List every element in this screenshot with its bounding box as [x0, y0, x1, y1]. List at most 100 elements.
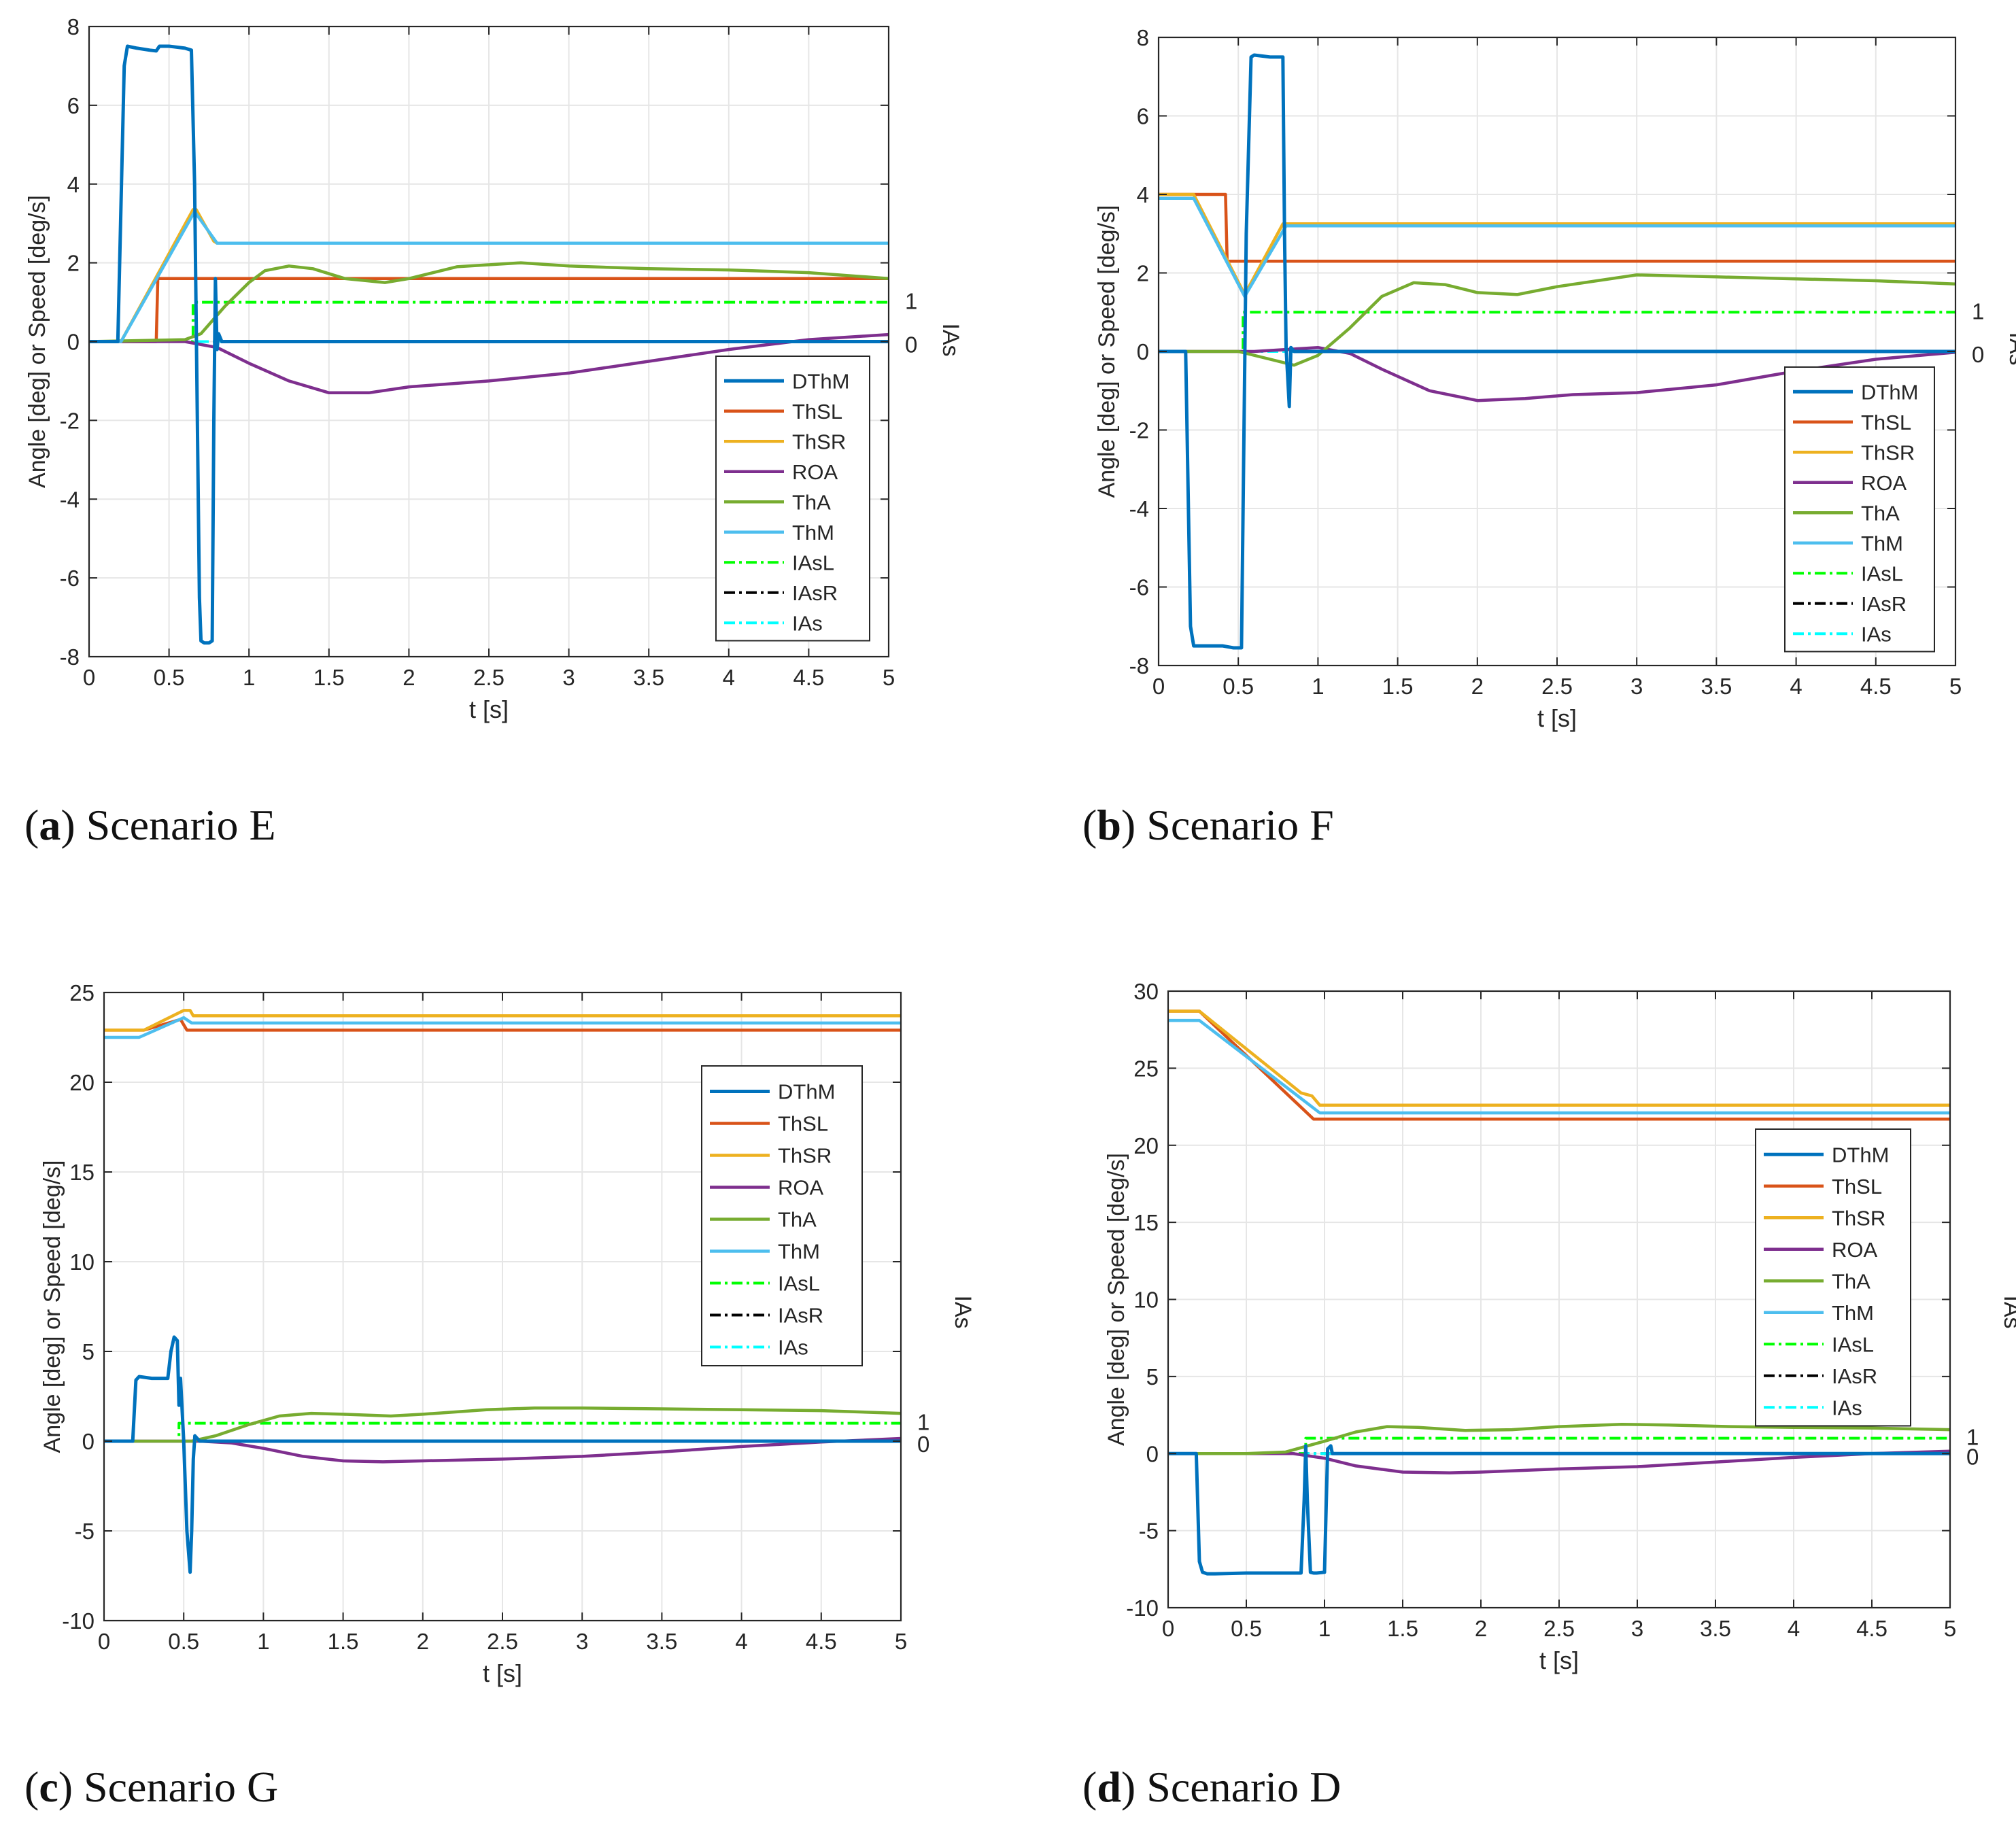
caption-paren-close: ) [61, 801, 86, 849]
y-tick-label: -4 [1129, 496, 1149, 521]
caption-letter: d [1097, 1763, 1121, 1811]
y-tick-label: -4 [60, 487, 80, 512]
legend-label-thm: ThM [1832, 1301, 1874, 1325]
series-line-iasl [1159, 311, 1955, 353]
x-tick-label: 3.5 [1700, 1616, 1731, 1641]
legend-label-roa: ROA [792, 460, 838, 484]
y-axis-label: Angle [deg] or Speed [deg/s] [39, 1160, 65, 1453]
y-tick-label: -2 [1129, 418, 1149, 443]
y-tick-label: -10 [1126, 1595, 1159, 1621]
right-tick-label: 1 [1972, 298, 1984, 324]
legend-label-iasl: IAsL [792, 551, 834, 574]
caption-text: Scenario D [1146, 1763, 1341, 1811]
legend: DThM ThSL ThSR ROA ThA ThM IAsL IAsR IAs [701, 1065, 863, 1366]
caption-text: Scenario F [1146, 801, 1334, 849]
legend-label-tha: ThA [1832, 1269, 1870, 1293]
legend-label-dthm: DThM [1861, 380, 1918, 404]
x-tick-label: 0 [83, 665, 95, 690]
y-tick-label: 15 [69, 1160, 95, 1185]
y-tick-label: 6 [1137, 104, 1149, 129]
right-axis-label: IAs [950, 1295, 976, 1328]
series-line-thsr [1168, 1009, 1950, 1107]
caption: (d) Scenario D [1082, 1763, 1341, 1811]
y-tick-label: 0 [1146, 1441, 1159, 1466]
x-tick-label: 4.5 [1860, 674, 1892, 699]
x-tick-label: 4 [723, 665, 735, 690]
chart-panel-b: 0 0.5 1 1.5 2 2.5 3 3.5 4 4.5 5 -8 -6 -4 -2 0 2 4 6 8 t [s] A… [1082, 25, 2016, 849]
series-line-dthm [1159, 53, 1955, 650]
y-tick-label: 2 [67, 251, 80, 276]
x-tick-label: 3.5 [633, 665, 664, 690]
right-tick-label: 1 [905, 289, 917, 314]
x-tick-label: 3 [562, 665, 575, 690]
caption: (a) Scenario E [24, 801, 276, 849]
x-tick-label: 2 [403, 665, 415, 690]
legend-label-thsr: ThSR [778, 1144, 832, 1168]
series-line-roa [89, 332, 889, 395]
legend-label-iasr: IAsR [778, 1304, 823, 1328]
series-line-dthm [1168, 1444, 1950, 1576]
caption-text: Scenario G [84, 1763, 278, 1811]
x-tick-label: 3 [576, 1629, 588, 1654]
y-tick-label: 4 [1137, 182, 1149, 207]
caption: (c) Scenario G [24, 1763, 278, 1811]
x-tick-label: 1.5 [1382, 674, 1414, 699]
caption-paren-open: ( [1082, 1763, 1097, 1811]
y-axis-label: Angle [deg] or Speed [deg/s] [1094, 205, 1120, 498]
y-tick-label: 8 [1137, 25, 1149, 50]
legend-label-roa: ROA [1832, 1238, 1878, 1262]
x-tick-label: 5 [883, 665, 895, 690]
right-axis-label: IAs [938, 323, 963, 356]
x-tick-label: 1.5 [1387, 1616, 1418, 1641]
y-tick-label: 6 [67, 93, 80, 118]
y-tick-label: 4 [67, 172, 80, 197]
y-tick-label: -6 [1129, 575, 1149, 600]
legend: DThM ThSL ThSR ROA ThA ThM IAsL IAsR IAs [1755, 1128, 1911, 1427]
x-tick-label: 4 [1788, 1616, 1800, 1641]
y-tick-label: 30 [1133, 979, 1159, 1004]
legend-label-iasr: IAsR [792, 581, 838, 605]
x-tick-label: 4.5 [806, 1629, 837, 1654]
y-tick-label: 0 [82, 1429, 95, 1454]
legend-label-thm: ThM [1861, 532, 1903, 555]
series-line-thm [104, 1016, 901, 1039]
x-tick-label: 0 [1162, 1616, 1174, 1641]
caption-text: Scenario E [86, 801, 276, 849]
x-tick-label: 3.5 [1701, 674, 1732, 699]
y-tick-label: -8 [1129, 653, 1149, 678]
right-tick-label: 0 [1966, 1444, 1979, 1469]
legend-label-roa: ROA [778, 1176, 824, 1200]
x-tick-label: 0.5 [168, 1629, 199, 1654]
caption-paren-open: ( [24, 801, 39, 849]
legend-label-iasr: IAsR [1832, 1364, 1877, 1388]
caption-paren-open: ( [24, 1763, 39, 1811]
y-tick-label: 2 [1137, 261, 1149, 286]
y-tick-label: 15 [1133, 1210, 1159, 1235]
x-tick-label: 5 [1949, 674, 1962, 699]
series-group [104, 1009, 901, 1574]
y-tick-label: 5 [82, 1339, 95, 1364]
x-tick-label: 4.5 [793, 665, 824, 690]
caption-letter: c [39, 1763, 58, 1811]
x-tick-label: 1 [243, 665, 255, 690]
series-line-thsr [104, 1009, 901, 1032]
series-line-thm [1168, 1018, 1950, 1115]
x-tick-label: 1.5 [328, 1629, 359, 1654]
legend-box [1784, 366, 1935, 653]
y-tick-label: -2 [60, 408, 80, 433]
x-tick-label: 0.5 [1223, 674, 1254, 699]
y-tick-label: 0 [67, 330, 80, 355]
x-tick-label: 4 [735, 1629, 747, 1654]
legend-label-dthm: DThM [778, 1080, 835, 1104]
y-tick-label: 10 [69, 1249, 95, 1275]
legend-label-iasl: IAsL [1832, 1332, 1874, 1356]
x-tick-label: 0.5 [1231, 1616, 1262, 1641]
right-tick-label: 1 [917, 1410, 929, 1435]
legend-label-dthm: DThM [1832, 1143, 1889, 1167]
right-tick-label: 0 [1972, 342, 1984, 367]
legend-label-iasl: IAsL [1861, 562, 1903, 585]
y-tick-label: 25 [69, 980, 95, 1005]
x-tick-label: 2.5 [1541, 674, 1573, 699]
caption: (b) Scenario F [1082, 801, 1334, 849]
legend-label-thsl: ThSL [792, 400, 842, 424]
